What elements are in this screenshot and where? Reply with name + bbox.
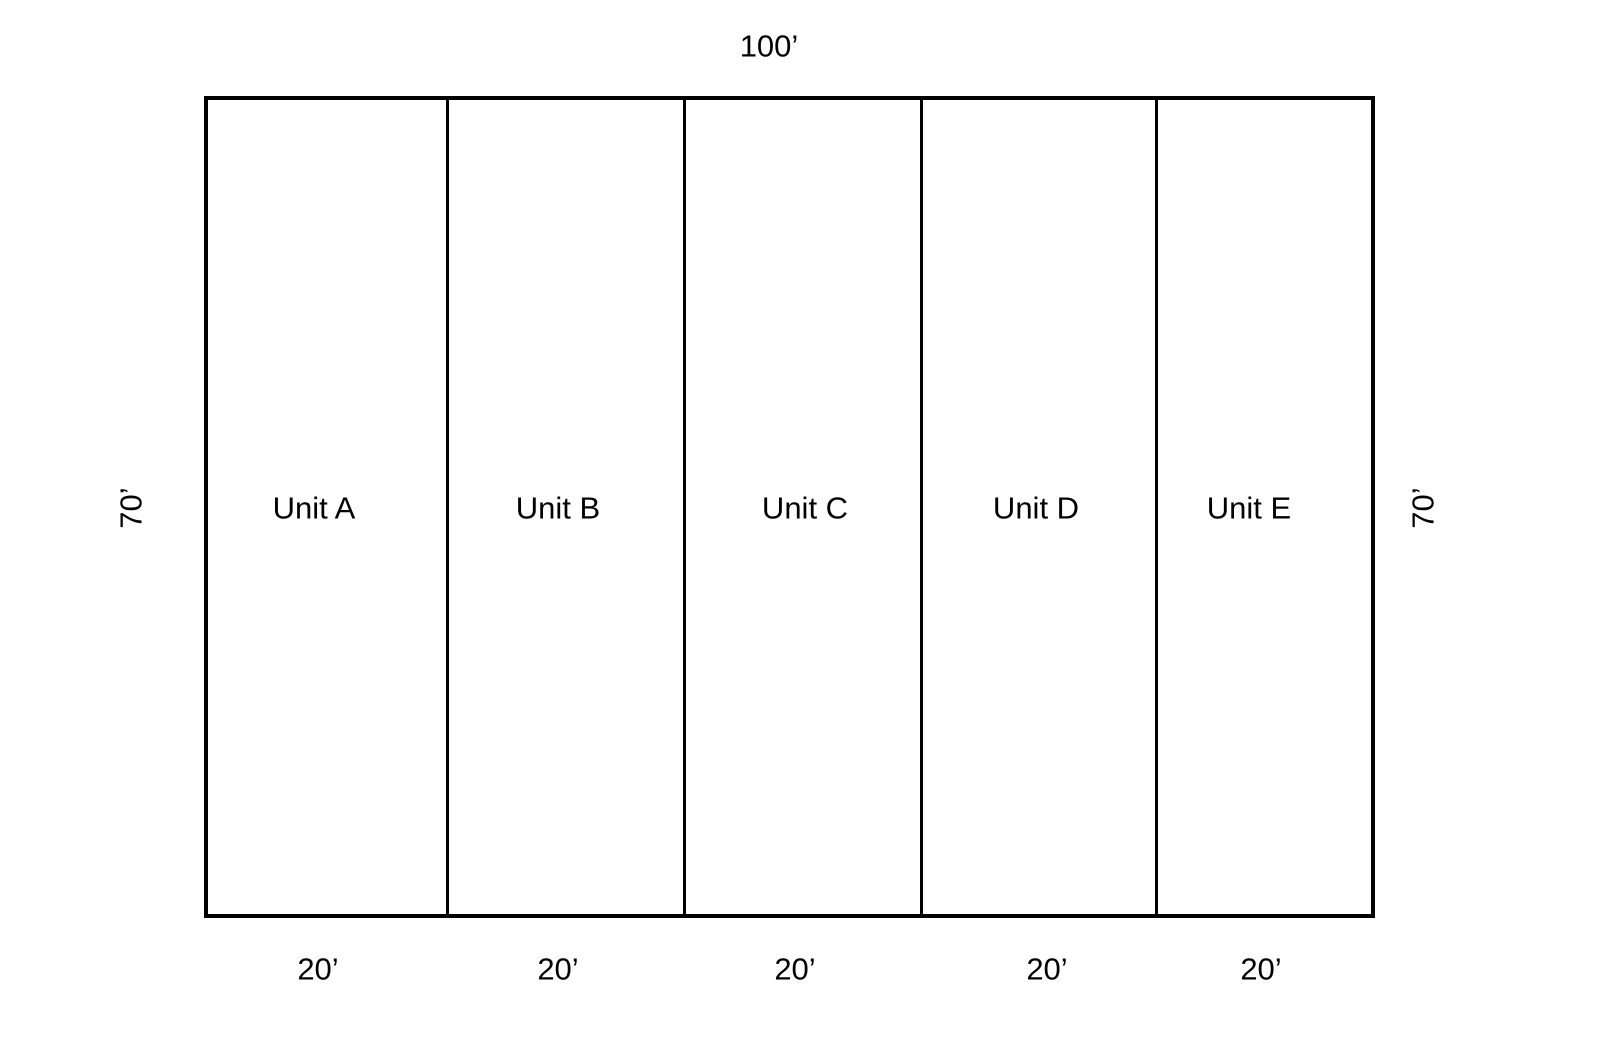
unit-d-label: Unit D — [992, 490, 1080, 526]
depth-label-right: 70’ — [1405, 487, 1441, 529]
unit-divider — [683, 96, 686, 918]
unit-e-label: Unit E — [1206, 490, 1292, 526]
unit-d-width: 20’ — [1026, 951, 1068, 987]
unit-divider — [1155, 96, 1158, 918]
overall-width-label: 100’ — [739, 28, 799, 64]
unit-divider — [920, 96, 923, 918]
unit-divider — [446, 96, 449, 918]
unit-a-width: 20’ — [297, 951, 339, 987]
unit-c-width: 20’ — [774, 951, 816, 987]
unit-b-width: 20’ — [537, 951, 579, 987]
building-outline — [204, 96, 1375, 918]
unit-e-width: 20’ — [1240, 951, 1282, 987]
unit-b-label: Unit B — [515, 490, 601, 526]
depth-label-left: 70’ — [113, 487, 149, 529]
unit-c-label: Unit C — [761, 490, 849, 526]
unit-a-label: Unit A — [272, 490, 356, 526]
